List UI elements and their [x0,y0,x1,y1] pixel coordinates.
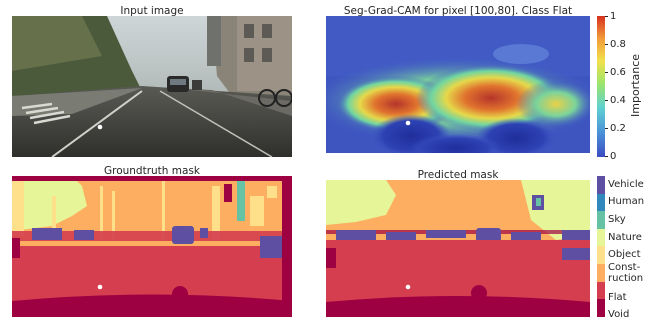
class-colorbar [597,176,605,317]
cam-title: Seg-Grad-CAM for pixel [100,80]. Class F… [343,5,573,17]
class-swatch [597,263,605,282]
class-swatch [597,211,605,229]
groundtruth-mask [12,176,292,317]
importance-label: Importance [629,53,642,117]
input-image [12,16,292,157]
input-image-title: Input image [120,5,184,17]
class-label-void: Void [608,309,630,320]
class-swatch [597,176,605,194]
class-label-object: Object [608,249,641,260]
class-label-human: Human [608,196,645,207]
class-label-sky: Sky [608,214,626,225]
importance-tick: 1 [610,11,617,22]
class-label-flat: Flat [608,292,627,303]
class-swatch [597,228,605,247]
importance-tick: 0.6 [610,67,626,78]
importance-tick: 0.2 [610,123,626,134]
groundtruth-title: Groundtruth mask [103,165,201,177]
class-swatch [597,281,605,300]
class-label-vehicle: Vehicle [608,179,644,190]
importance-tick: 0.4 [610,95,626,106]
importance-tick: 0.8 [610,39,626,50]
importance-tick: 0 [610,151,617,162]
predicted-title: Predicted mask [417,169,499,181]
importance-colorbar [597,16,605,157]
class-label-construction: Const- ruction [608,262,644,284]
class-label-nature: Nature [608,232,642,243]
class-swatch [597,299,605,317]
predicted-mask [326,180,590,317]
class-swatch [597,193,605,212]
class-swatch [597,246,605,264]
cam-heatmap [326,16,590,153]
